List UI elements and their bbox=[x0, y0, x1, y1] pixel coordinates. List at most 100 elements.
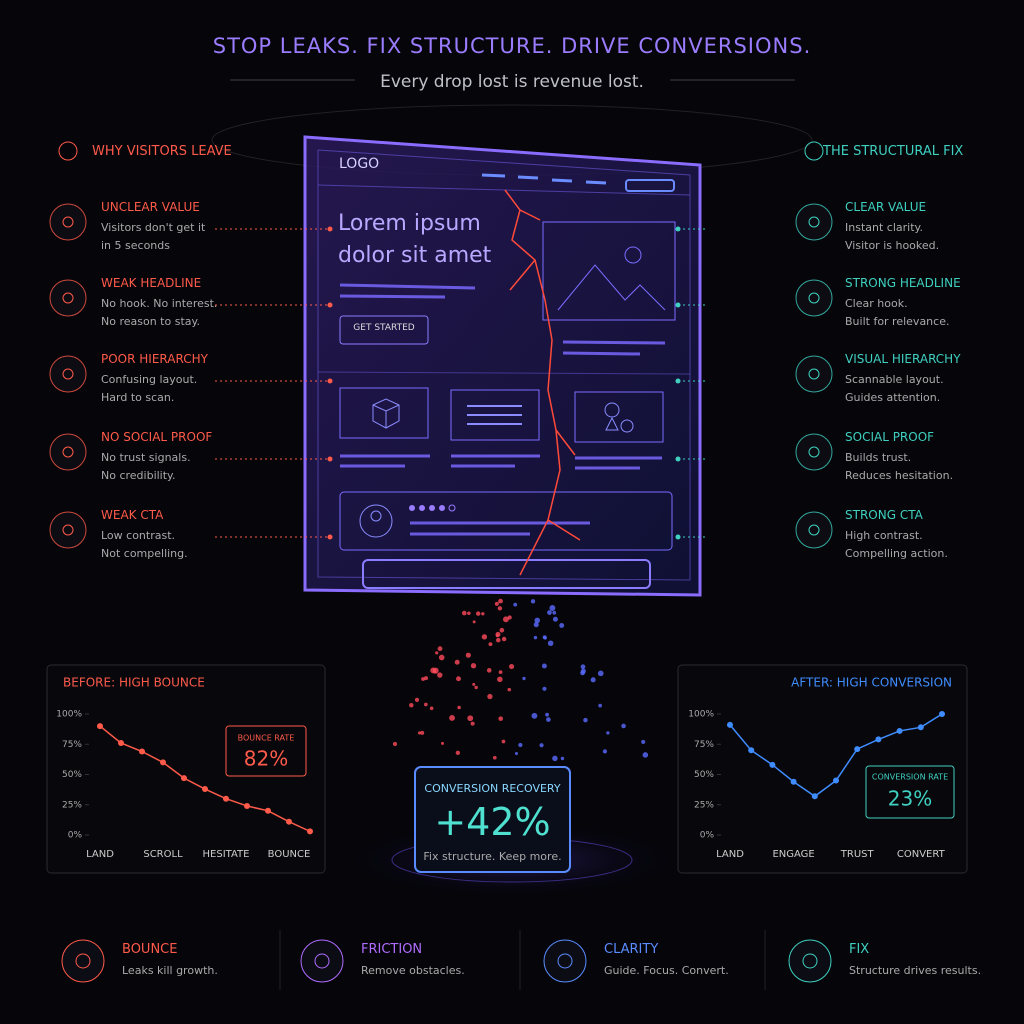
particle bbox=[488, 642, 493, 647]
point bbox=[265, 807, 271, 814]
item-icon-dot bbox=[808, 524, 820, 536]
annotation-label: BOUNCE RATE bbox=[238, 734, 295, 743]
item-icon bbox=[49, 203, 87, 241]
item-title: NO SOCIAL PROOF bbox=[101, 430, 213, 444]
particle bbox=[642, 752, 649, 758]
title: STOP LEAKS. FIX STRUCTURE. DRIVE CONVERS… bbox=[212, 34, 812, 58]
particle bbox=[498, 716, 504, 721]
stat-value: +42% bbox=[434, 800, 551, 844]
point bbox=[223, 795, 229, 802]
point bbox=[97, 723, 103, 730]
particle bbox=[509, 663, 515, 670]
particle bbox=[435, 651, 439, 655]
particle bbox=[475, 611, 481, 616]
point bbox=[118, 740, 124, 747]
mockup-panel bbox=[303, 135, 702, 597]
particle bbox=[583, 717, 588, 723]
y-tick-label: 0% bbox=[68, 831, 83, 841]
particle bbox=[542, 686, 547, 691]
particle bbox=[549, 605, 556, 611]
shape-icon bbox=[620, 419, 634, 433]
connector-dot bbox=[327, 534, 333, 540]
mockup-inner bbox=[317, 149, 691, 581]
item-icon-dot bbox=[808, 446, 820, 458]
text-lines bbox=[339, 283, 666, 470]
stat-caption: Fix structure. Keep more. bbox=[423, 850, 562, 863]
item-icon-dot bbox=[62, 524, 74, 536]
footer-title: FRICTION bbox=[361, 942, 423, 957]
item-text: Visitors don't get it bbox=[101, 221, 206, 234]
footer-text: Leaks kill growth. bbox=[122, 964, 218, 977]
item-icon-dot bbox=[808, 216, 820, 228]
point bbox=[875, 736, 882, 743]
item-icon bbox=[795, 203, 833, 241]
point bbox=[727, 721, 733, 728]
particle bbox=[513, 602, 518, 607]
particle bbox=[547, 640, 554, 647]
particle bbox=[545, 712, 549, 717]
item-icon-dot bbox=[62, 368, 74, 380]
item-text: Low contrast. bbox=[101, 529, 176, 542]
particle bbox=[492, 755, 497, 760]
connector-dot bbox=[327, 302, 333, 308]
particle bbox=[531, 712, 538, 719]
item-text: Reduces hesitation. bbox=[845, 469, 954, 482]
footer-text: Guide. Focus. Convert. bbox=[604, 964, 729, 977]
item-icon bbox=[795, 433, 833, 471]
item-title: WEAK HEADLINE bbox=[101, 276, 202, 290]
particle bbox=[465, 652, 471, 658]
point bbox=[896, 727, 903, 734]
point bbox=[244, 802, 250, 809]
point bbox=[811, 793, 818, 800]
charts: BEFORE: HIGH BOUNCE 0% 25% 50% 75% 100% LAND SC… bbox=[56, 676, 952, 861]
item-text: Not compelling. bbox=[101, 547, 188, 560]
particle bbox=[641, 739, 646, 744]
particle bbox=[470, 663, 477, 669]
footer-title: CLARITY bbox=[604, 942, 659, 957]
item-text: Built for relevance. bbox=[845, 315, 950, 328]
particle bbox=[486, 668, 492, 673]
mockup-headline: dolor sit amet bbox=[338, 243, 492, 268]
item-text: No credibility. bbox=[101, 469, 176, 482]
particle bbox=[552, 616, 558, 622]
card bbox=[574, 391, 664, 443]
item-text: No reason to stay. bbox=[101, 315, 200, 328]
point bbox=[790, 778, 797, 785]
heading-icon bbox=[804, 141, 824, 161]
particle bbox=[456, 676, 461, 682]
item-title: STRONG CTA bbox=[845, 508, 923, 522]
item-icon bbox=[795, 279, 833, 317]
footer-text: Structure drives results. bbox=[849, 964, 982, 977]
particle bbox=[437, 672, 443, 678]
stars bbox=[409, 504, 456, 512]
particle bbox=[541, 663, 547, 669]
particle bbox=[438, 654, 445, 661]
cta-button bbox=[339, 315, 429, 345]
particle bbox=[430, 667, 437, 674]
particle bbox=[494, 601, 499, 606]
particle bbox=[502, 616, 509, 623]
card bbox=[450, 389, 540, 441]
y-tick-label: 100% bbox=[688, 710, 714, 720]
text-lines bbox=[410, 521, 590, 536]
particle bbox=[461, 610, 467, 616]
particle bbox=[467, 715, 474, 722]
item-icon-dot bbox=[62, 446, 74, 458]
connector-dot bbox=[675, 456, 681, 462]
point bbox=[286, 818, 292, 825]
particle bbox=[440, 741, 445, 745]
particle bbox=[498, 670, 503, 675]
particle bbox=[547, 610, 552, 615]
connector-dot bbox=[675, 378, 681, 384]
particle bbox=[470, 721, 475, 726]
point bbox=[939, 711, 945, 717]
hero-sun bbox=[624, 246, 642, 264]
item-icon-dot bbox=[62, 292, 74, 304]
item-title: WEAK CTA bbox=[101, 508, 164, 522]
x-tick-label: LAND bbox=[86, 849, 114, 860]
footer-icon bbox=[543, 939, 587, 983]
y-tick-label: 50% bbox=[62, 770, 82, 780]
shape-icon bbox=[605, 416, 619, 431]
testimonial bbox=[339, 491, 673, 551]
